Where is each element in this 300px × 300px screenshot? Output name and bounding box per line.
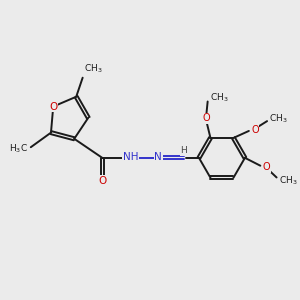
- Text: CH$_3$: CH$_3$: [210, 91, 228, 104]
- Text: CH$_3$: CH$_3$: [269, 113, 288, 125]
- Text: CH$_3$: CH$_3$: [84, 63, 103, 75]
- Text: O: O: [262, 162, 270, 172]
- Text: O: O: [202, 113, 210, 123]
- Text: NH: NH: [122, 152, 138, 162]
- Text: CH$_3$: CH$_3$: [279, 174, 297, 187]
- Text: H: H: [181, 146, 187, 155]
- Text: H$_3$C: H$_3$C: [8, 142, 27, 155]
- Text: O: O: [98, 176, 106, 186]
- Text: O: O: [49, 102, 57, 112]
- Text: N: N: [154, 152, 162, 162]
- Text: O: O: [251, 124, 259, 134]
